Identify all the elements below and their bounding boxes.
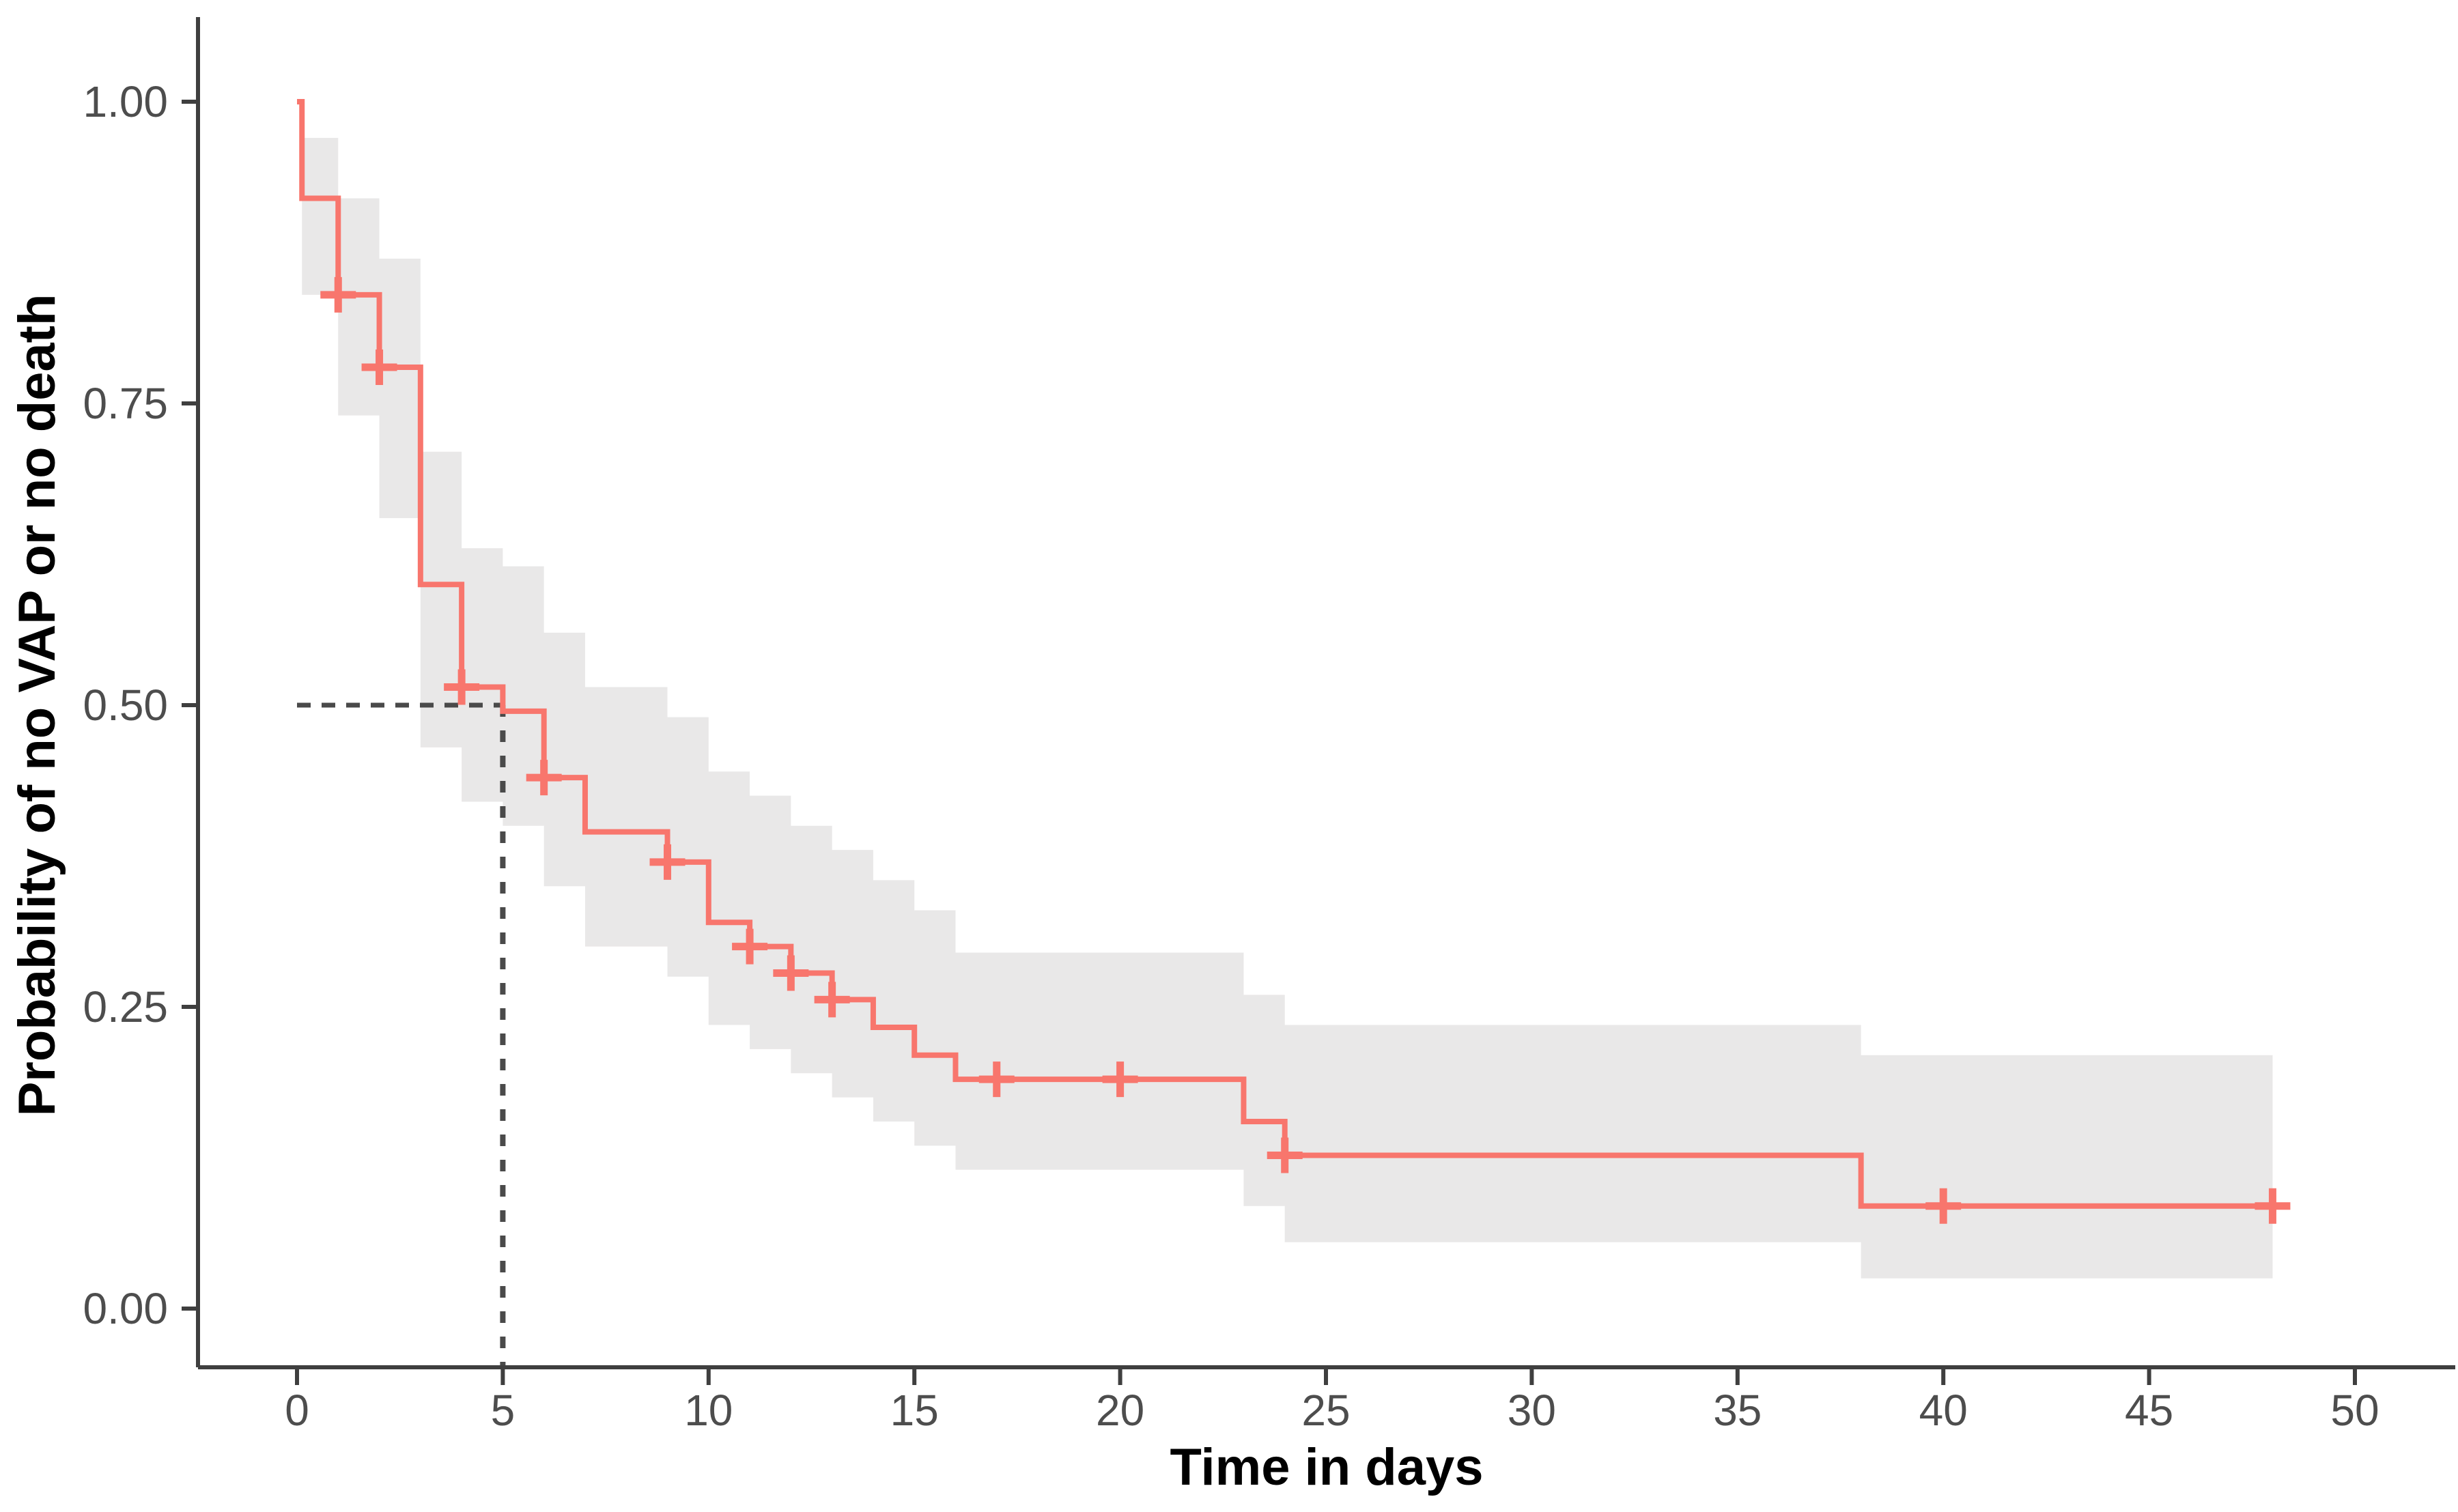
x-tick-label: 35 (1713, 1386, 1762, 1435)
x-tick-label: 0 (285, 1386, 309, 1435)
x-tick-label: 20 (1096, 1386, 1144, 1435)
x-axis-title: Time in days (1170, 1438, 1483, 1496)
x-tick-label: 40 (1919, 1386, 1968, 1435)
y-tick-label: 0.00 (83, 1284, 168, 1333)
km-survival-curve (297, 99, 2273, 1209)
x-axis-ticks: 0 5 10 15 20 25 30 35 40 45 50 (285, 1367, 2379, 1435)
x-tick-label: 45 (2125, 1386, 2173, 1435)
x-tick-label: 15 (890, 1386, 939, 1435)
x-tick-label: 30 (1508, 1386, 1556, 1435)
confidence-interval-ribbon (302, 138, 2273, 1279)
y-tick-label: 0.50 (83, 681, 168, 730)
x-tick-label: 50 (2330, 1386, 2379, 1435)
median-survival-lines (297, 702, 506, 1367)
y-axis-title: Probability of no VAP or no death (8, 294, 66, 1117)
y-tick-label: 0.75 (83, 379, 168, 428)
y-tick-label: 1.00 (83, 77, 168, 126)
x-tick-label: 10 (684, 1386, 733, 1435)
censor-marks (320, 276, 2291, 1224)
x-tick-label: 25 (1301, 1386, 1350, 1435)
axes: 0 5 10 15 20 25 30 35 40 45 50 0.00 0.25 0.50 0.75 1.0… (83, 17, 2455, 1435)
y-tick-label: 0.25 (83, 982, 168, 1031)
x-tick-label: 5 (491, 1386, 515, 1435)
y-axis-ticks: 0.00 0.25 0.50 0.75 1.00 (83, 77, 198, 1333)
